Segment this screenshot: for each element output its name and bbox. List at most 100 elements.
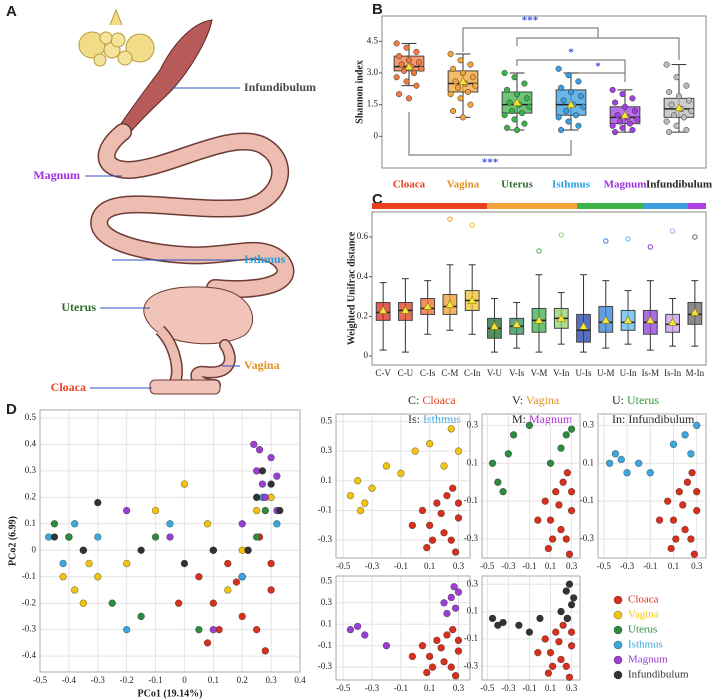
scatter-point [443, 491, 451, 500]
x-tick-label: 0.1 [545, 683, 556, 693]
outlier [669, 228, 676, 234]
scatter-point [94, 573, 102, 581]
x-tick-label: -0.3 [365, 561, 380, 571]
x-tick-label: V-U [487, 368, 503, 378]
scatter-point [567, 487, 576, 496]
data-point [418, 65, 425, 72]
data-point [398, 61, 405, 68]
scatter-point [428, 536, 437, 544]
mean-marker [668, 317, 678, 326]
data-point [467, 61, 474, 68]
x-tick-label: Vagina [447, 179, 480, 191]
data-point [614, 112, 621, 119]
scatter-point [346, 491, 355, 500]
legend-entry: M: Magnum [512, 412, 573, 426]
y-tick-label: -0.1 [22, 571, 36, 581]
data-point [609, 122, 616, 129]
scatter-point [562, 431, 571, 439]
scatter-point [454, 588, 463, 596]
scatter-point [224, 586, 232, 594]
data-point [469, 74, 476, 81]
scatter-point [368, 484, 376, 492]
scatter-point [203, 639, 212, 647]
scatter-point [541, 497, 549, 505]
scatter-point [209, 546, 218, 554]
y-tick-label: 0.3 [25, 465, 37, 475]
x-tick-label: -0.5 [336, 561, 351, 571]
scatter-point [534, 516, 542, 524]
data-point [631, 107, 638, 115]
scatter-point [59, 559, 67, 568]
y-tick-label: -0.1 [318, 505, 332, 515]
scatter-point [261, 493, 270, 502]
x-tick-label: 0.3 [566, 683, 578, 693]
scatter-point [454, 499, 463, 507]
scatter-point [499, 487, 507, 496]
x-tick-label: -0.1 [148, 675, 162, 685]
y-tick-label: 0 [32, 544, 37, 554]
x-tick-label: 0 [182, 675, 187, 685]
scatter-point [617, 455, 625, 464]
scatter-point [440, 462, 448, 470]
scatter-point [667, 544, 675, 553]
scatter-point [611, 450, 620, 458]
scatter-point [552, 487, 560, 496]
scatter-point [252, 625, 261, 634]
mean-marker [458, 76, 468, 85]
scatter-point [361, 499, 369, 507]
scatter-point [408, 521, 417, 530]
plot-frame [335, 575, 471, 681]
scatter-point [423, 668, 431, 677]
data-point [555, 65, 562, 72]
x-tick-label: 0.1 [545, 561, 556, 571]
outlier [536, 248, 542, 254]
data-point [621, 103, 629, 110]
data-point [666, 88, 673, 96]
scatter-point [94, 498, 102, 507]
scatter-point [567, 642, 576, 650]
x-tick-label: -0.2 [120, 675, 134, 685]
data-point [511, 74, 518, 81]
data-point [619, 91, 626, 98]
x-tick-label: 0.1 [208, 675, 219, 685]
scatter-point [418, 641, 427, 650]
legend-marker [613, 595, 623, 605]
scatter-point [548, 535, 557, 543]
data-point [504, 86, 511, 93]
data-point [558, 126, 565, 134]
data-point [450, 65, 457, 72]
scatter-point [94, 533, 102, 541]
data-point [521, 120, 528, 127]
x-tick-label: 0.3 [691, 561, 703, 571]
scatter-point [567, 425, 576, 433]
scatter-point [122, 625, 131, 634]
data-point [666, 129, 673, 136]
data-point [403, 44, 410, 51]
scatter-point [250, 440, 258, 449]
data-point [506, 99, 513, 106]
data-point [575, 78, 582, 85]
anatomy-label: Vagina [244, 358, 280, 372]
scatter-point [687, 450, 695, 458]
x-tick-label: 0.3 [453, 561, 465, 571]
scatter-point [232, 578, 241, 586]
scatter-point [449, 484, 457, 492]
y-tick-label: 0.1 [467, 457, 478, 467]
legend-abbr: Is: [408, 412, 420, 426]
x-tick-label: C-In [464, 368, 481, 378]
y-tick-label: -0.1 [464, 495, 478, 505]
scatter-point [562, 587, 571, 595]
x-tick-label: -0.1 [394, 683, 408, 693]
scatter-point [546, 459, 555, 467]
scatter-point [544, 669, 553, 677]
x-tick-label: Cloaca [393, 179, 426, 191]
data-point [509, 107, 516, 115]
scatter-point [252, 506, 261, 515]
legend-name: Vagina [526, 393, 560, 407]
scatter-point [224, 559, 232, 568]
scatter-point [567, 506, 576, 515]
scatter-point [261, 506, 270, 515]
y-axis-title: Weighted Unifrac distance [346, 231, 357, 345]
x-tick-label: -0.3 [365, 683, 380, 693]
data-point [501, 69, 508, 77]
